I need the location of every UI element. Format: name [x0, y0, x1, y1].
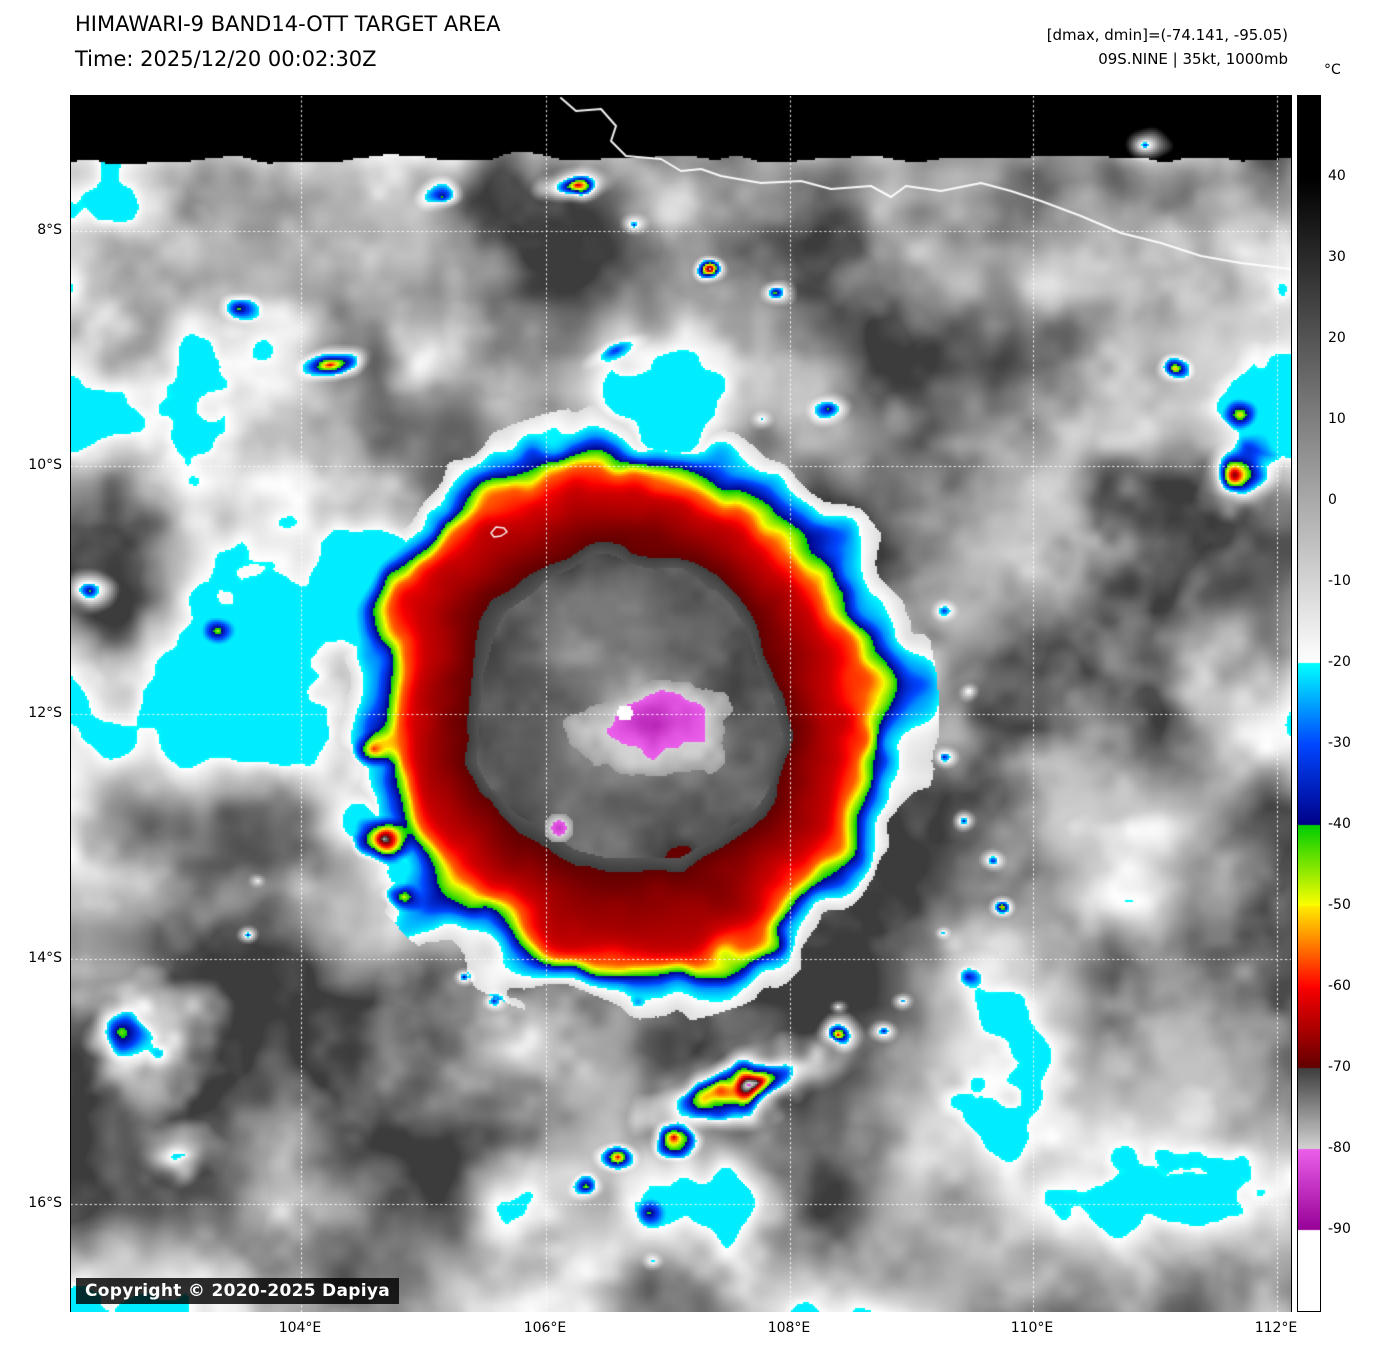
lat-tick-label: 16°S	[28, 1195, 62, 1211]
lon-tick-label: 104°E	[278, 1320, 322, 1336]
colorbar-tick-label: 20	[1328, 330, 1346, 346]
lat-tick-label: 8°S	[37, 222, 62, 238]
colorbar-canvas	[1298, 96, 1320, 1311]
colorbar-tick-label: -60	[1328, 978, 1351, 994]
lon-tick-label: 110°E	[1010, 1320, 1054, 1336]
storm-info: 09S.NINE | 35kt, 1000mb	[1098, 50, 1288, 68]
lat-tick-label: 14°S	[28, 950, 62, 966]
colorbar-tick-label: -80	[1328, 1140, 1351, 1156]
colorbar-tick-label: -70	[1328, 1059, 1351, 1075]
colorbar-tick-label: -90	[1328, 1221, 1351, 1237]
map-area: Copyright © 2020-2025 Dapiya	[70, 95, 1292, 1312]
colorbar-tick-label: 10	[1328, 411, 1346, 427]
satellite-canvas	[71, 96, 1291, 1312]
dmax-dmin-readout: [dmax, dmin]=(-74.141, -95.05)	[1046, 26, 1288, 44]
colorbar-unit-label: °C	[1324, 62, 1341, 78]
colorbar-tick-label: 40	[1328, 168, 1346, 184]
colorbar-tick-label: -10	[1328, 573, 1351, 589]
colorbar-tick-label: 30	[1328, 249, 1346, 265]
colorbar-tick-label: -20	[1328, 654, 1351, 670]
copyright-badge: Copyright © 2020-2025 Dapiya	[76, 1278, 399, 1304]
lon-tick-label: 106°E	[523, 1320, 567, 1336]
colorbar-tick-label: -30	[1328, 735, 1351, 751]
colorbar-tick-label: -40	[1328, 816, 1351, 832]
lat-tick-label: 12°S	[28, 705, 62, 721]
lat-tick-label: 10°S	[28, 457, 62, 473]
colorbar	[1297, 95, 1321, 1312]
colorbar-tick-label: -50	[1328, 897, 1351, 913]
colorbar-tick-label: 0	[1328, 492, 1337, 508]
timestamp: Time: 2025/12/20 00:02:30Z	[75, 47, 377, 71]
page-title: HIMAWARI-9 BAND14-OTT TARGET AREA	[75, 12, 501, 36]
lon-tick-label: 108°E	[767, 1320, 811, 1336]
lon-tick-label: 112°E	[1254, 1320, 1298, 1336]
